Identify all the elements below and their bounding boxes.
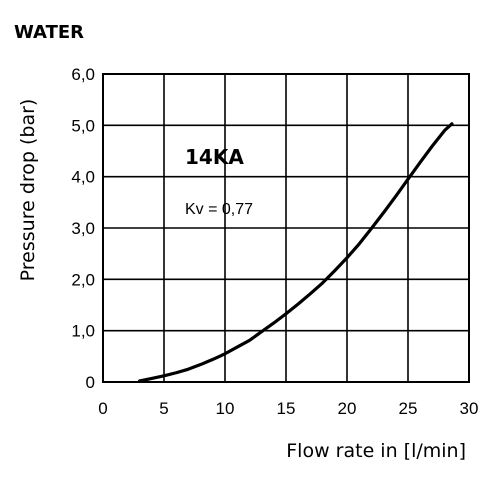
grid — [103, 74, 469, 382]
y-tick-label: 0 — [86, 373, 95, 392]
series-layer — [138, 122, 454, 383]
x-tick-label: 15 — [277, 399, 296, 418]
x-tick-label: 20 — [338, 399, 357, 418]
y-tick-labels: 0 1,0 2,0 3,0 4,0 5,0 6,0 — [71, 65, 95, 392]
y-tick-label: 2,0 — [71, 270, 95, 289]
x-axis-label: Flow rate in [l/min] — [286, 440, 466, 462]
x-tick-label: 30 — [460, 399, 479, 418]
x-tick-label: 25 — [399, 399, 418, 418]
model-label: 14KA — [185, 145, 244, 169]
chart-title: WATER — [14, 22, 84, 43]
x-tick-label: 10 — [216, 399, 235, 418]
y-tick-label: 1,0 — [71, 322, 95, 341]
x-tick-labels: 0 5 10 15 20 25 30 — [98, 399, 478, 418]
x-tick-label: 5 — [159, 399, 168, 418]
y-tick-label: 6,0 — [71, 65, 95, 84]
y-axis-label: Pressure drop (bar) — [17, 99, 39, 282]
y-tick-label: 3,0 — [71, 219, 95, 238]
plot-frame — [102, 73, 470, 383]
y-tick-label: 5,0 — [71, 116, 95, 135]
kv-label: Kv = 0,77 — [185, 201, 253, 218]
series-line — [138, 122, 454, 383]
plot-border — [102, 73, 470, 383]
x-tick-label: 0 — [98, 399, 107, 418]
y-tick-label: 4,0 — [71, 168, 95, 187]
